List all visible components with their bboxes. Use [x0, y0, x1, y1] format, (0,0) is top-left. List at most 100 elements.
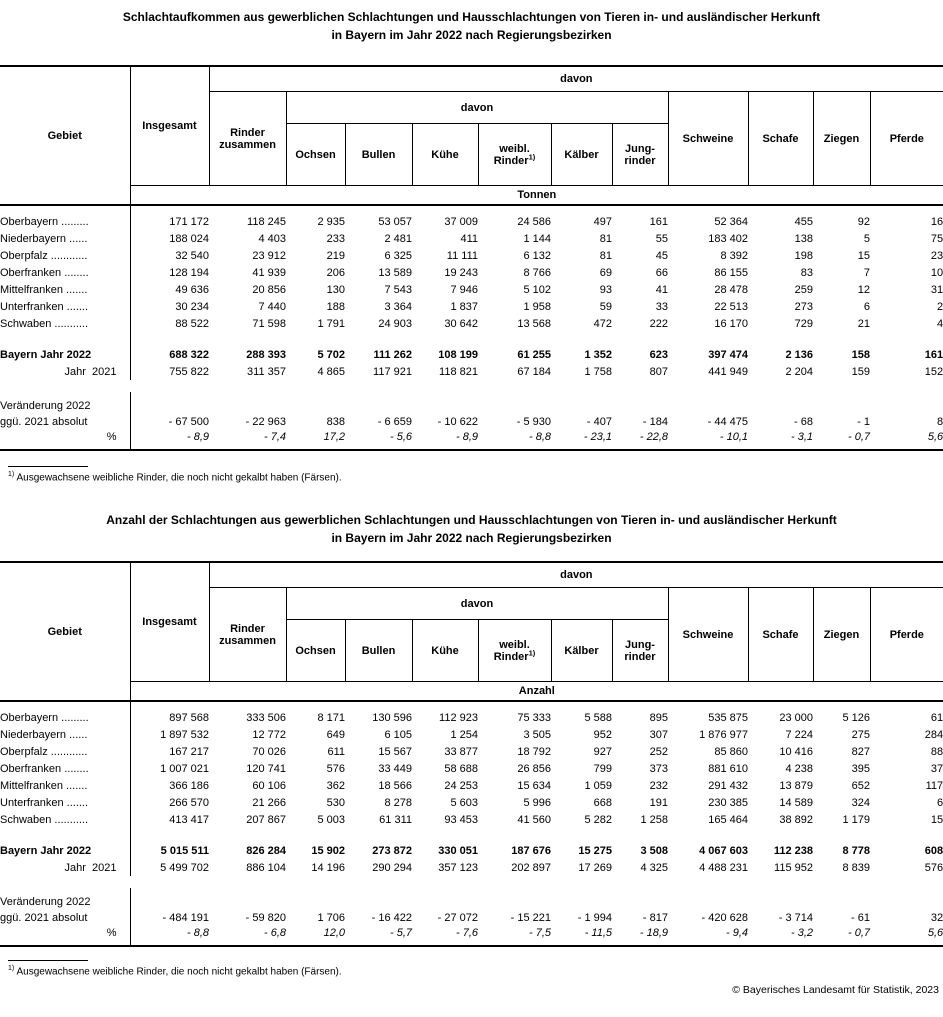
value-cell: 12,0	[286, 925, 345, 948]
value-cell: 24 903	[378, 317, 412, 330]
value-cell: 2 935	[317, 215, 345, 228]
value-cell: 14 589	[779, 796, 813, 809]
row-label: Unterfranken .......	[0, 298, 131, 315]
footnote-text: Ausgewachsene weibliche Rinder, die noch…	[16, 966, 342, 978]
row-label: Niederbayern ......	[0, 726, 131, 744]
column-header-ochsen: Ochsen	[286, 619, 346, 683]
value-cell: 15	[857, 249, 870, 262]
value-cell: - 15 221	[510, 911, 551, 924]
value-cell: - 0,7	[813, 429, 870, 451]
value-cell: 117 921	[373, 365, 412, 378]
value-cell: 18 792	[517, 745, 551, 758]
value-cell: 330 051	[438, 844, 478, 857]
value-cell: 535 875	[708, 711, 748, 724]
value-cell: 230 385	[708, 796, 748, 809]
table-row-region: Oberfranken ........ 128 194 41 939 206 13 5…	[0, 264, 943, 281]
value-cell: 11 111	[446, 249, 478, 262]
column-header-pferde: Pferde	[870, 91, 943, 186]
value-cell: 111 262	[373, 348, 412, 361]
row-label: %	[0, 925, 131, 948]
table-row-region: Oberbayern ......... 897 568 333 506 8 171 1…	[0, 709, 943, 727]
table-row-spacer	[0, 828, 943, 843]
column-header-jungrinder: Jung- rinder	[612, 619, 669, 683]
value-cell: - 0,7	[813, 925, 870, 948]
value-cell: 881 610	[708, 762, 748, 775]
value-cell: 6 105	[384, 728, 412, 741]
table-row-change: Veränderung 2022	[0, 888, 943, 911]
value-cell: 373	[649, 762, 668, 775]
value-cell: 112 238	[773, 844, 813, 857]
value-cell: 1 258	[640, 813, 668, 826]
value-cell: 24 586	[517, 215, 551, 228]
value-cell: - 3,2	[748, 925, 813, 948]
table-row-region: Oberpfalz ............ 167 217 70 026 611 15…	[0, 743, 943, 761]
value-cell: 455	[794, 215, 813, 228]
value-cell: 30 234	[175, 300, 209, 313]
value-cell: 188	[326, 300, 345, 313]
table-row-region: Niederbayern ...... 1 897 532 12 772 649 6 1…	[0, 726, 943, 744]
empty-cells	[130, 380, 943, 392]
unit-row-tonnen: Tonnen	[130, 185, 943, 206]
value-cell: 28 478	[714, 283, 748, 296]
value-cell: 5,6	[870, 925, 943, 948]
value-cell: 576	[924, 861, 943, 874]
value-cell: 61 311	[379, 813, 412, 826]
weibl-line2: Rinder	[493, 154, 529, 167]
value-cell: - 27 072	[437, 911, 478, 924]
table-row-pct: % - 8,9- 7,4 17,2- 5,6- 8,9- 8,8- 23,1- 22…	[0, 429, 943, 451]
value-cell: 202 897	[511, 861, 551, 874]
value-cell: 41	[655, 283, 668, 296]
column-header-kuehe: Kühe	[412, 123, 479, 186]
value-cell: 530	[326, 796, 345, 809]
table-row-region: Unterfranken ....... 30 234 7 440 188 3 364 1…	[0, 298, 943, 315]
table-row-region: Schwaben ........... 88 522 71 598 1 791 24 …	[0, 315, 943, 332]
value-cell: 1 007 021	[160, 762, 209, 775]
row-label: Unterfranken .......	[0, 794, 131, 812]
value-cell: 4 067 603	[699, 844, 748, 857]
row-label	[0, 701, 131, 710]
column-header-kaelber: Kälber	[551, 123, 613, 186]
value-cell: 15 567	[378, 745, 412, 758]
value-cell: 219	[326, 249, 345, 262]
value-cell: - 59 820	[245, 911, 286, 924]
value-cell: 152	[924, 365, 943, 378]
value-cell: 61 255	[517, 348, 551, 361]
value-cell: - 8,8	[478, 429, 551, 451]
value-cell: - 484 191	[162, 911, 209, 924]
value-cell: - 67 500	[168, 415, 209, 428]
footnote-marker-ref: 1)	[528, 151, 536, 161]
column-header-davon-outer: davon	[209, 561, 943, 589]
table-row-tspacer	[0, 205, 943, 213]
value-cell: 4	[937, 317, 943, 330]
value-cell: 8 766	[523, 266, 551, 279]
value-cell: 1 897 532	[160, 728, 209, 741]
row-label: Oberfranken ........	[0, 760, 131, 778]
table-row-region: Oberpfalz ............ 32 540 23 912 219 6 3…	[0, 247, 943, 264]
footnote-marker: 1)	[8, 471, 15, 478]
value-cell: 5 702	[317, 348, 345, 361]
value-cell: 7 946	[450, 283, 478, 296]
value-cell: 32 540	[175, 249, 209, 262]
empty-cells	[130, 332, 943, 346]
row-label: Oberbayern .........	[0, 709, 131, 727]
column-header-kuehe: Kühe	[412, 619, 479, 683]
value-cell: - 18,9	[612, 925, 668, 948]
value-cell: 118 245	[247, 215, 286, 228]
value-cell: 324	[851, 796, 870, 809]
value-cell: 38 892	[779, 813, 813, 826]
value-cell: 952	[593, 728, 612, 741]
value-cell: 2 481	[384, 232, 412, 245]
value-cell: 755 822	[169, 365, 209, 378]
value-cell: 8 392	[720, 249, 748, 262]
value-cell: 333 506	[246, 711, 286, 724]
value-cell: 70 026	[252, 745, 286, 758]
row-label: Oberpfalz ............	[0, 247, 131, 264]
column-header-gebiet: Gebiet	[0, 561, 131, 703]
value-cell: - 16 422	[371, 911, 412, 924]
value-cell: 5 102	[523, 283, 551, 296]
row-label: Schwaben ...........	[0, 811, 131, 829]
value-cell: 115 952	[774, 861, 813, 874]
row-label: ggü. 2021 absolut	[0, 910, 131, 926]
value-cell: 838	[326, 415, 345, 428]
footnote-1: 1) Ausgewachsene weibliche Rinder, die n…	[8, 471, 943, 483]
